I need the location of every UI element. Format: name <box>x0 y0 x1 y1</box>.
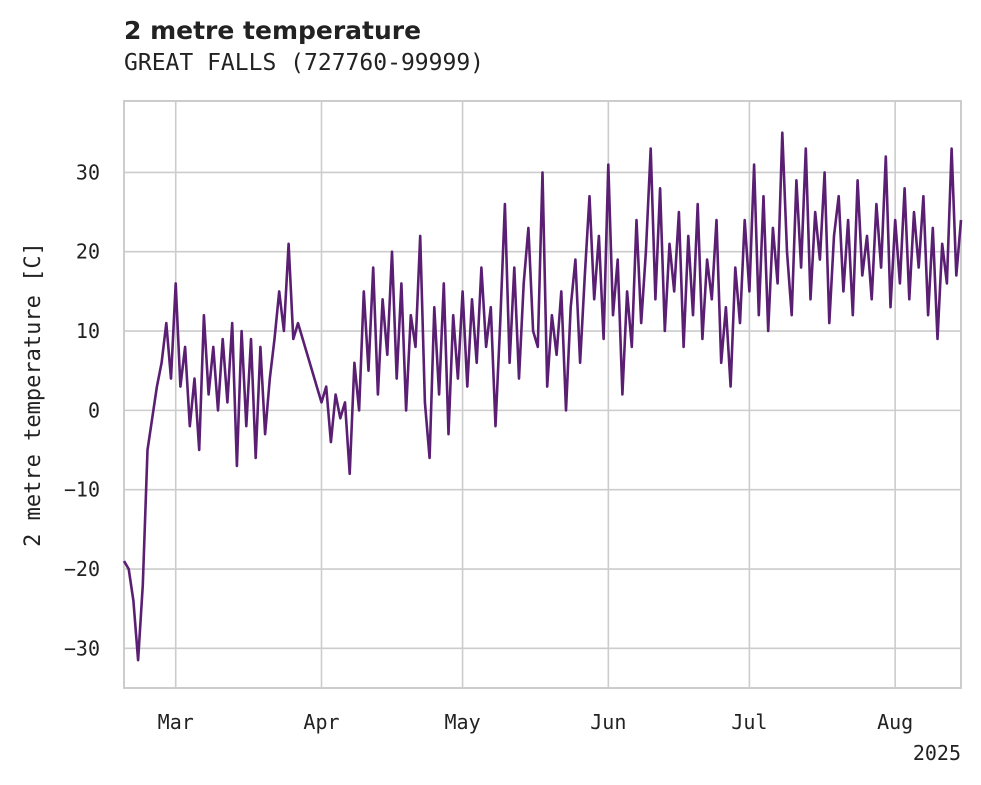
chart-subtitle: GREAT FALLS (727760-99999) <box>124 50 485 76</box>
y-tick-label: 30 <box>76 160 100 184</box>
x-tick-label: Mar <box>158 710 194 734</box>
y-tick-label: 10 <box>76 319 100 343</box>
y-tick-label: −10 <box>64 478 100 502</box>
x-tick-label: Aug <box>877 710 913 734</box>
chart-title: 2 metre temperature <box>124 16 422 45</box>
x-tick-label: Jul <box>731 710 767 734</box>
plot-frame <box>123 100 962 689</box>
x-axis-year-label: 2025 <box>913 741 961 765</box>
x-tick-label: Jun <box>590 710 626 734</box>
y-tick-label: 20 <box>76 240 100 264</box>
x-axis-ticks: Mar Apr May Jun Jul Aug <box>158 710 914 734</box>
grid <box>124 101 961 688</box>
y-tick-label: −20 <box>64 557 100 581</box>
y-tick-label: 0 <box>88 398 100 422</box>
x-tick-label: Apr <box>303 710 339 734</box>
y-tick-label: −30 <box>64 636 100 660</box>
x-tick-label: May <box>444 710 480 734</box>
y-axis-label: 2 metre temperature [C] <box>21 242 46 547</box>
y-axis-ticks: −30 −20 −10 0 10 20 30 <box>64 160 100 660</box>
series-line-temperature <box>122 131 963 662</box>
